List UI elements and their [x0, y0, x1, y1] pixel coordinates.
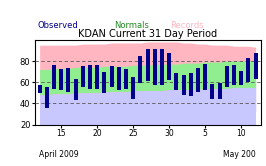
Bar: [167, 52, 171, 80]
Bar: [88, 65, 92, 88]
Bar: [196, 68, 200, 92]
Bar: [182, 75, 186, 95]
Bar: [203, 64, 207, 90]
Bar: [117, 67, 121, 90]
Bar: [38, 85, 41, 93]
Bar: [138, 56, 142, 83]
Bar: [225, 66, 229, 87]
Bar: [74, 79, 78, 100]
Bar: [174, 73, 178, 90]
Bar: [131, 77, 135, 99]
Bar: [247, 58, 250, 82]
Text: Records: Records: [170, 21, 204, 30]
Bar: [110, 66, 114, 87]
Bar: [124, 69, 128, 88]
Bar: [45, 87, 49, 108]
Bar: [153, 49, 157, 85]
Text: May 200: May 200: [223, 150, 256, 159]
Bar: [254, 52, 257, 79]
Text: Observed: Observed: [37, 21, 78, 30]
Bar: [189, 73, 193, 96]
Bar: [66, 68, 70, 92]
Bar: [160, 49, 164, 85]
Bar: [146, 49, 149, 81]
Title: KDAN Current 31 Day Period: KDAN Current 31 Day Period: [78, 29, 217, 39]
Bar: [218, 83, 222, 99]
Bar: [102, 72, 106, 93]
Bar: [239, 71, 243, 85]
Bar: [59, 69, 63, 90]
Bar: [210, 84, 214, 99]
Bar: [52, 65, 56, 88]
Bar: [95, 65, 99, 88]
Bar: [232, 65, 236, 85]
Bar: [81, 66, 85, 87]
Text: Normals: Normals: [114, 21, 149, 30]
Text: April 2009: April 2009: [39, 150, 79, 159]
